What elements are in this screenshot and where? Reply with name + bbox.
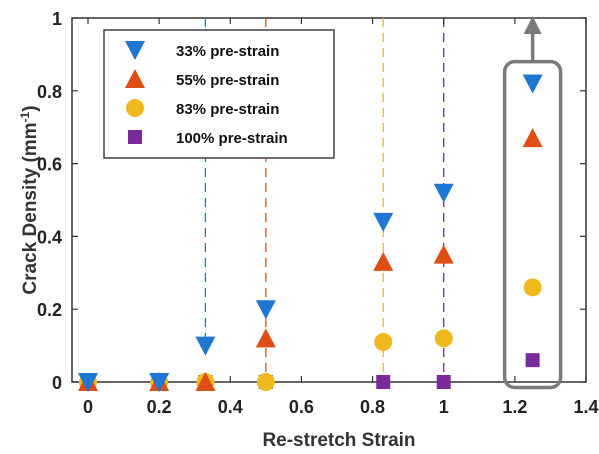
legend-label-1: 55% pre-strain [176, 72, 279, 89]
x-tick-label: 1.2 [502, 397, 527, 417]
plot-frame [71, 17, 587, 383]
plot-border [71, 17, 587, 383]
legend-marker-3 [128, 130, 142, 144]
x-tick-label: 0.8 [360, 397, 385, 417]
point-series0-6 [522, 74, 543, 94]
legend: 33% pre-strain 55% pre-strain 83% pre-stra… [103, 29, 335, 159]
point-series2-6 [523, 278, 542, 297]
y-axis-label-main: Crack Density (mm [20, 122, 41, 294]
legend-marker-0 [125, 41, 145, 60]
y-axis-ticks: 0 0.2 0.4 0.6 0.8 1 [37, 9, 586, 393]
point-series3-6 [525, 353, 540, 368]
y-axis-label-superscript: -1 [18, 111, 32, 122]
legend-marker-1 [125, 69, 145, 88]
point-series0-2 [195, 336, 216, 356]
legend-label-0: 33% pre-strain [176, 43, 279, 60]
x-tick-label: 0 [83, 397, 93, 417]
x-tick-label: 0.2 [147, 397, 172, 417]
highlight-box [502, 59, 563, 390]
point-series2-3 [256, 373, 275, 391]
y-tick-label: 0.6 [37, 155, 62, 175]
point-series1-5 [433, 244, 454, 264]
legend-box [103, 29, 335, 159]
y-axis-label: Crack Density (mm-1) [18, 105, 41, 294]
y-tick-label: 0.8 [37, 82, 62, 102]
x-tick-label: 0.4 [218, 397, 243, 417]
point-series2-5 [434, 329, 453, 348]
data-markers [78, 74, 543, 392]
point-series1-2 [195, 372, 216, 391]
point-series0-1 [149, 373, 170, 392]
y-tick-label: 0.4 [37, 227, 62, 247]
y-tick-label: 0 [52, 373, 62, 393]
highlight-group [502, 16, 563, 390]
point-series1-6 [522, 128, 543, 148]
x-tick-label: 1.4 [573, 397, 598, 417]
point-series0-4 [373, 212, 394, 232]
legend-label-3: 100% pre-strain [176, 130, 288, 147]
point-series3-5 [436, 375, 451, 389]
y-tick-label: 1 [52, 9, 62, 29]
x-axis-ticks: 0 0.2 0.4 0.6 0.8 1 1.2 1.4 [83, 18, 599, 417]
y-axis-label-end: ) [20, 105, 41, 111]
point-series1-3 [255, 328, 276, 348]
y-tick-label: 0.2 [37, 300, 62, 320]
point-series0-3 [255, 300, 276, 320]
point-series3-4 [376, 375, 391, 389]
legend-marker-2 [126, 99, 144, 117]
point-series1-4 [373, 251, 394, 271]
point-series0-0 [78, 373, 98, 392]
highlight-arrow-head [523, 16, 542, 34]
x-axis-label: Re-stretch Strain [262, 430, 415, 451]
point-series2-4 [374, 332, 393, 351]
x-tick-label: 1 [439, 397, 449, 417]
x-tick-label: 0.6 [289, 397, 314, 417]
point-series0-5 [433, 183, 454, 203]
legend-label-2: 83% pre-strain [176, 101, 279, 118]
